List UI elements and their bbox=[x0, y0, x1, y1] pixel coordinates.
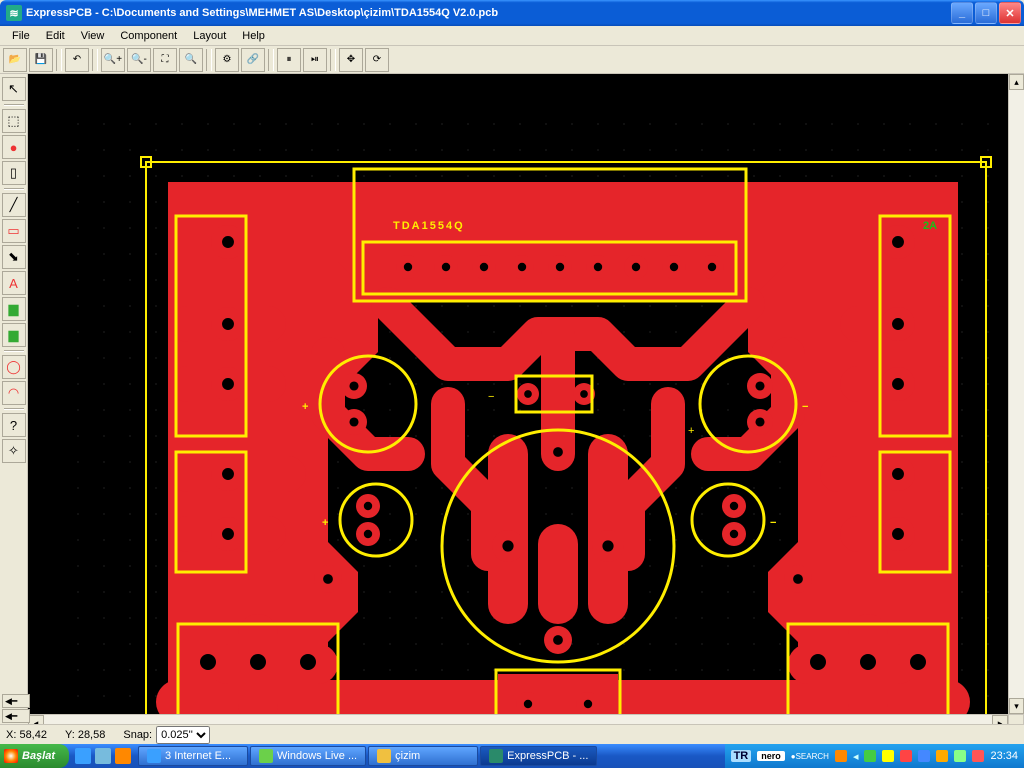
svg-text:+: + bbox=[322, 517, 328, 529]
titlebar: ≋ ExpressPCB - C:\Documents and Settings… bbox=[0, 0, 1024, 26]
pointer-tool[interactable]: ↖ bbox=[2, 77, 26, 101]
save-button[interactable]: 💾 bbox=[29, 48, 53, 72]
place-component-tool[interactable]: ▯ bbox=[2, 161, 26, 185]
menubar: FileEditViewComponentLayoutHelp bbox=[0, 26, 1024, 46]
zoom-out-button[interactable]: 🔍- bbox=[127, 48, 151, 72]
taskbar-task[interactable]: Windows Live ... bbox=[250, 746, 366, 766]
pcb-canvas[interactable]: + − + − + − TDA1554Q 2A bbox=[28, 74, 1008, 714]
zoom-area-tool[interactable]: ⬚ bbox=[2, 109, 26, 133]
clock[interactable]: 23:34 bbox=[990, 750, 1018, 762]
svg-text:TDA1554Q: TDA1554Q bbox=[393, 220, 465, 232]
place-rect-tool[interactable]: ▆ bbox=[2, 297, 26, 321]
menu-help[interactable]: Help bbox=[234, 28, 273, 44]
ql-media-icon[interactable] bbox=[115, 748, 131, 764]
zoom-in-button[interactable]: 🔍+ bbox=[101, 48, 125, 72]
minimize-button[interactable]: _ bbox=[951, 2, 973, 24]
link-sch-button[interactable]: 🔗 bbox=[241, 48, 265, 72]
svg-text:2A: 2A bbox=[923, 220, 937, 232]
net-highlight-tool[interactable]: ● bbox=[2, 135, 26, 159]
start-button[interactable]: Başlat bbox=[0, 744, 69, 768]
main-toolbar: 📂💾 ↶ 🔍+🔍-⛶🔍 ⚙🔗 ⏸⏯ ✥⟳ bbox=[0, 46, 1024, 74]
ql-desktop-icon[interactable] bbox=[95, 748, 111, 764]
scroll-down-button[interactable]: ▾ bbox=[1009, 698, 1024, 714]
tray-icon[interactable] bbox=[835, 750, 847, 762]
nero-tray[interactable]: nero bbox=[757, 751, 785, 761]
place-circle-tool[interactable]: ◯ bbox=[2, 355, 26, 379]
taskbar: Başlat 3 Internet E...Windows Live ...çi… bbox=[0, 744, 1024, 768]
taskbar-task[interactable]: çizim bbox=[368, 746, 478, 766]
svg-text:−: − bbox=[802, 401, 808, 413]
menu-layout[interactable]: Layout bbox=[185, 28, 234, 44]
place-text-tool[interactable]: A bbox=[2, 271, 26, 295]
tray-icon[interactable] bbox=[918, 750, 930, 762]
tray-icon[interactable] bbox=[882, 750, 894, 762]
menu-component[interactable]: Component bbox=[112, 28, 185, 44]
place-trace-tool[interactable]: ╱ bbox=[2, 193, 26, 217]
place-arc-tool[interactable]: ◠ bbox=[2, 381, 26, 405]
maximize-button[interactable]: □ bbox=[975, 2, 997, 24]
svg-text:+: + bbox=[302, 401, 308, 413]
system-tray: TR nero ●SEARCH ◂ 23:34 bbox=[725, 744, 1024, 768]
svg-text:−: − bbox=[770, 517, 776, 529]
window-title: ExpressPCB - C:\Documents and Settings\M… bbox=[26, 7, 951, 19]
menu-view[interactable]: View bbox=[73, 28, 113, 44]
svg-text:+: + bbox=[688, 425, 694, 437]
snap-label: Snap: bbox=[123, 729, 152, 741]
ungroup-button[interactable]: ⏯ bbox=[303, 48, 327, 72]
scroll-up-button[interactable]: ▴ bbox=[1009, 74, 1024, 90]
coord-y: Y: 28,58 bbox=[65, 729, 105, 741]
coord-x: X: 58,42 bbox=[6, 729, 47, 741]
close-button[interactable]: ✕ bbox=[999, 2, 1021, 24]
tray-icon[interactable] bbox=[864, 750, 876, 762]
place-plane-tool[interactable]: ▆ bbox=[2, 323, 26, 347]
lang-indicator[interactable]: TR bbox=[731, 750, 752, 762]
layer-silk-button[interactable]: ◀━ bbox=[2, 694, 30, 708]
open-button[interactable]: 📂 bbox=[3, 48, 27, 72]
svg-text:−: − bbox=[488, 391, 494, 403]
quick-launch bbox=[69, 748, 137, 764]
zoom-fit-button[interactable]: ⛶ bbox=[153, 48, 177, 72]
app-icon: ≋ bbox=[6, 5, 22, 21]
move-button[interactable]: ✥ bbox=[339, 48, 363, 72]
taskbar-task[interactable]: ExpressPCB - ... bbox=[480, 746, 597, 766]
tray-icon[interactable] bbox=[972, 750, 984, 762]
zoom-prev-button[interactable]: 🔍 bbox=[179, 48, 203, 72]
place-line-tool[interactable]: ⬊ bbox=[2, 245, 26, 269]
ql-ie-icon[interactable] bbox=[75, 748, 91, 764]
snap-select[interactable]: 0.025'' bbox=[156, 726, 210, 744]
menu-edit[interactable]: Edit bbox=[38, 28, 73, 44]
group-button[interactable]: ⏸ bbox=[277, 48, 301, 72]
rotate-button[interactable]: ⟳ bbox=[365, 48, 389, 72]
info-tool[interactable]: ? bbox=[2, 413, 26, 437]
vertical-scrollbar[interactable]: ▴ ▾ bbox=[1008, 74, 1024, 714]
tool-sidebar: ↖⬚●▯╱▭⬊A▆▆◯◠?✧ bbox=[0, 74, 28, 714]
statusbar: X: 58,42 Y: 28,58 Snap: 0.025'' bbox=[0, 724, 1024, 744]
undo-button[interactable]: ↶ bbox=[65, 48, 89, 72]
tray-icon[interactable] bbox=[900, 750, 912, 762]
tray-icon[interactable] bbox=[954, 750, 966, 762]
menu-file[interactable]: File bbox=[4, 28, 38, 44]
options-button[interactable]: ⚙ bbox=[215, 48, 239, 72]
place-pad-tool[interactable]: ▭ bbox=[2, 219, 26, 243]
taskbar-task[interactable]: 3 Internet E... bbox=[138, 746, 248, 766]
tray-icon[interactable] bbox=[936, 750, 948, 762]
set-origin-tool[interactable]: ✧ bbox=[2, 439, 26, 463]
layer-top-button[interactable]: ◀━ bbox=[2, 709, 30, 723]
